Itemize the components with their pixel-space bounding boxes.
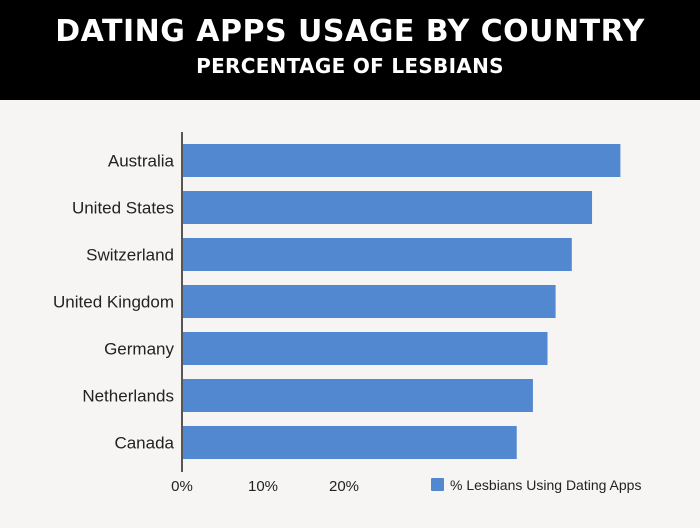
chart-title: DATING APPS USAGE BY COUNTRY [55, 14, 645, 49]
category-label: Netherlands [82, 387, 174, 406]
x-tick-label: 10% [248, 478, 278, 495]
bar-switzerland [183, 238, 572, 271]
bar-chart: Australia United States Switzerland United … [53, 132, 641, 495]
category-label: Switzerland [86, 246, 174, 265]
bar-united-states [183, 191, 593, 224]
legend-swatch [431, 478, 444, 491]
chart-subtitle: PERCENTAGE OF LESBIANS [196, 54, 504, 78]
bar-united-kingdom [183, 285, 556, 318]
category-label: United States [72, 199, 174, 218]
bar-australia [183, 144, 621, 177]
chart-header: DATING APPS USAGE BY COUNTRY PERCENTAGE … [0, 0, 700, 100]
x-tick-label: 0% [171, 478, 193, 495]
bar-canada [183, 426, 517, 459]
legend-label: % Lesbians Using Dating Apps [450, 477, 641, 493]
x-tick-label: 20% [329, 478, 359, 495]
bar-germany [183, 332, 548, 365]
category-label: Canada [114, 434, 174, 453]
category-label: Australia [108, 152, 175, 171]
category-label: United Kingdom [53, 293, 174, 312]
bar-netherlands [183, 379, 533, 412]
category-label: Germany [104, 340, 174, 359]
